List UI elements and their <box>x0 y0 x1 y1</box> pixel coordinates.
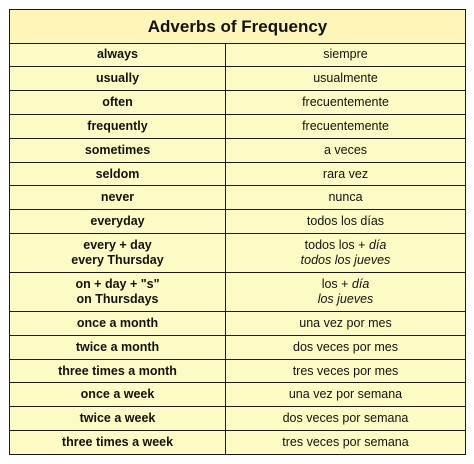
table-row: on + day + "s" on Thursdays los + día lo… <box>9 272 466 312</box>
table-row: once a week una vez por semana <box>9 382 466 408</box>
adverbs-table-container: Adverbs of Frequency always siempre usua… <box>9 9 466 455</box>
spanish-translation: a veces <box>225 137 466 163</box>
spanish-translation-line1: los + día <box>226 277 465 292</box>
spanish-translation-line2: todos los jueves <box>300 253 391 268</box>
english-adverb: never <box>9 185 226 211</box>
spanish-translation: usualmente <box>225 66 466 92</box>
table-row: often frecuentemente <box>9 90 466 115</box>
spanish-translation-line2: los jueves <box>317 292 374 307</box>
table-row: every + day every Thursday todos los + d… <box>9 233 466 274</box>
table-row: twice a month dos veces por mes <box>9 334 466 360</box>
english-adverb: everyday <box>9 209 226 235</box>
english-adverb: usually <box>9 66 226 92</box>
table-row: three times a month tres veces por mes <box>9 358 466 384</box>
table-row: once a month una vez por mes <box>9 311 466 336</box>
english-adverb: once a week <box>9 382 226 408</box>
spanish-translation: una vez por semana <box>225 382 466 408</box>
spanish-translation: todos los días <box>225 209 466 235</box>
spanish-translation: una vez por mes <box>225 311 466 336</box>
english-adverb: twice a week <box>9 406 226 432</box>
table-row: frequently frecuentemente <box>9 114 466 139</box>
table-row: everyday todos los días <box>9 209 466 235</box>
english-adverb: once a month <box>9 311 226 336</box>
english-adverb-line1: on + day + "s" <box>75 277 160 292</box>
table-row: always siempre <box>9 42 466 68</box>
english-adverb: three times a month <box>9 358 226 384</box>
english-adverb-line1: every + day <box>83 238 152 253</box>
english-adverb: seldom <box>9 161 226 187</box>
english-adverb: every + day every Thursday <box>9 233 226 274</box>
spanish-translation: frecuentemente <box>225 114 466 139</box>
spanish-translation: dos veces por mes <box>225 334 466 360</box>
table-row: never nunca <box>9 185 466 211</box>
english-adverb: often <box>9 90 226 115</box>
english-adverb: always <box>9 42 226 68</box>
table-row: twice a week dos veces por semana <box>9 406 466 432</box>
spanish-translation: los + día los jueves <box>225 272 466 312</box>
english-adverb: sometimes <box>9 137 226 163</box>
english-adverb: on + day + "s" on Thursdays <box>9 272 226 312</box>
english-adverb: twice a month <box>9 334 226 360</box>
spanish-translation: frecuentemente <box>225 90 466 115</box>
spanish-pattern-prefix: los + <box>321 277 352 292</box>
spanish-pattern-prefix: todos los + <box>304 238 369 253</box>
table-row: usually usualmente <box>9 66 466 92</box>
spanish-translation: rara vez <box>225 161 466 187</box>
spanish-pattern-word: día <box>351 277 370 292</box>
spanish-translation: dos veces por semana <box>225 406 466 432</box>
table-row: seldom rara vez <box>9 161 466 187</box>
adverbs-table: Adverbs of Frequency always siempre usua… <box>9 9 466 455</box>
table-title: Adverbs of Frequency <box>9 9 466 44</box>
english-adverb: three times a week <box>9 430 226 455</box>
english-adverb-line2: on Thursdays <box>76 292 159 307</box>
table-row: sometimes a veces <box>9 137 466 163</box>
table-row: three times a week tres veces por semana <box>9 430 466 455</box>
english-adverb: frequently <box>9 114 226 139</box>
spanish-translation: tres veces por semana <box>225 430 466 455</box>
english-adverb-line2: every Thursday <box>71 253 164 268</box>
spanish-translation: siempre <box>225 42 466 68</box>
spanish-translation: nunca <box>225 185 466 211</box>
spanish-translation-line1: todos los + día <box>226 238 465 253</box>
spanish-translation: todos los + día todos los jueves <box>225 233 466 274</box>
spanish-translation: tres veces por mes <box>225 358 466 384</box>
spanish-pattern-word: día <box>368 238 387 253</box>
